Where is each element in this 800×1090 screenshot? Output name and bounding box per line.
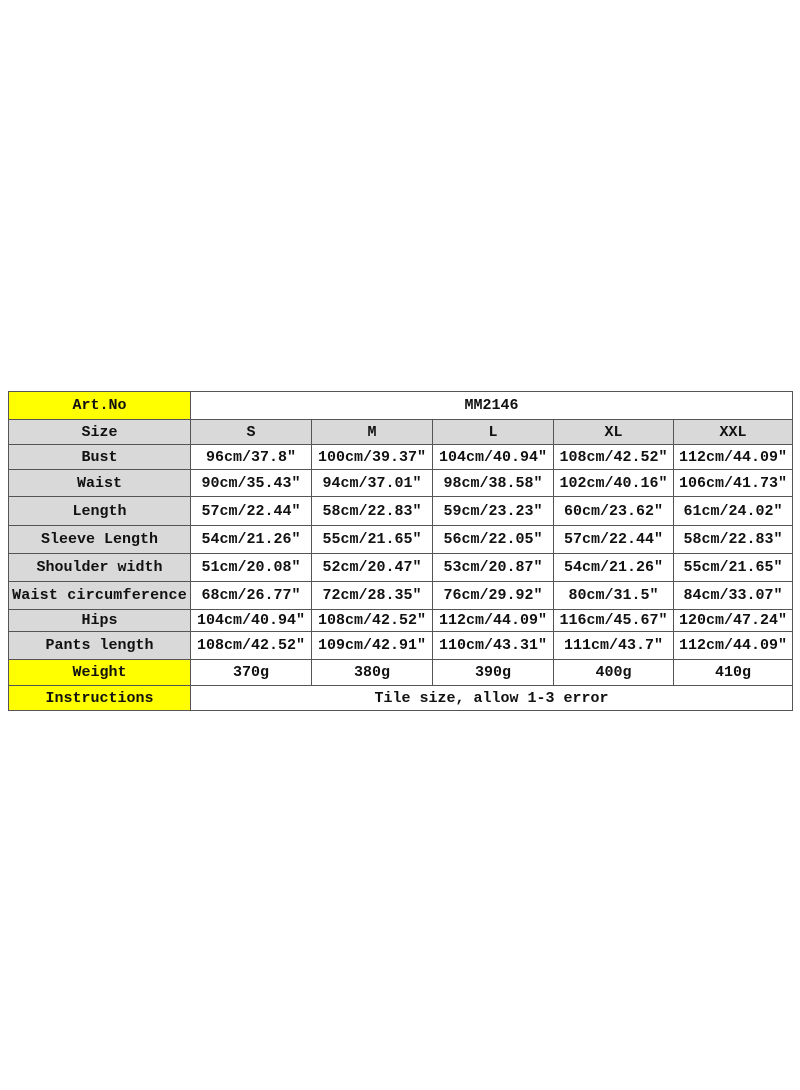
- weight-cell: 370g: [190, 659, 312, 686]
- art-no-value: MM2146: [189, 391, 794, 420]
- row-label: Sleeve Length: [8, 525, 191, 554]
- measurement-cell: 56cm/22.05″: [432, 525, 554, 554]
- measurement-cell: 72cm/28.35″: [311, 581, 433, 610]
- instructions-label: Instructions: [8, 685, 191, 711]
- instructions-value: Tile size, allow 1-3 error: [189, 685, 794, 711]
- measurement-row: Bust 96cm/37.8″ 100cm/39.37″ 104cm/40.94″ 10…: [8, 444, 794, 470]
- weight-cell: 390g: [432, 659, 554, 686]
- measurement-cell: 61cm/24.02″: [672, 496, 794, 526]
- size-chart-table: Art.No MM2146 Size S M L XL XXL Bust 96cm…: [8, 391, 794, 711]
- measurement-cell: 55cm/21.65″: [311, 525, 433, 554]
- measurement-cell: 116cm/45.67″: [553, 609, 674, 632]
- measurement-cell: 102cm/40.16″: [553, 469, 674, 497]
- measurement-cell: 98cm/38.58″: [432, 469, 554, 497]
- measurement-cell: 112cm/44.09″: [672, 444, 794, 470]
- measurement-cell: 80cm/31.5″: [553, 581, 674, 610]
- row-label: Waist circumference: [8, 581, 191, 610]
- weight-cell: 410g: [672, 659, 794, 686]
- instructions-row: Instructions Tile size, allow 1-3 error: [8, 685, 794, 711]
- measurement-cell: 54cm/21.26″: [553, 553, 674, 582]
- measurement-cell: 76cm/29.92″: [432, 581, 554, 610]
- measurement-cell: 100cm/39.37″: [311, 444, 433, 470]
- weight-cell: 380g: [311, 659, 433, 686]
- art-no-row: Art.No MM2146: [8, 391, 794, 420]
- measurement-cell: 53cm/20.87″: [432, 553, 554, 582]
- measurement-row: Hips 104cm/40.94″ 108cm/42.52″ 112cm/44.09″…: [8, 609, 794, 632]
- measurement-cell: 84cm/33.07″: [672, 581, 794, 610]
- measurement-cell: 58cm/22.83″: [311, 496, 433, 526]
- measurement-cell: 106cm/41.73″: [672, 469, 794, 497]
- measurement-cell: 54cm/21.26″: [190, 525, 312, 554]
- measurement-row: Sleeve Length 54cm/21.26″ 55cm/21.65″ 56cm/…: [8, 525, 794, 554]
- size-header: S: [190, 419, 312, 445]
- size-header: L: [432, 419, 554, 445]
- weight-cell: 400g: [553, 659, 674, 686]
- row-label: Waist: [8, 469, 191, 497]
- measurement-cell: 52cm/20.47″: [311, 553, 433, 582]
- size-header: XL: [553, 419, 674, 445]
- row-label: Length: [8, 496, 191, 526]
- row-label: Bust: [8, 444, 191, 470]
- weight-label: Weight: [8, 659, 191, 686]
- measurement-cell: 104cm/40.94″: [190, 609, 312, 632]
- measurement-cell: 120cm/47.24″: [672, 609, 794, 632]
- size-header: XXL: [672, 419, 794, 445]
- measurement-cell: 108cm/42.52″: [190, 631, 312, 660]
- row-label: Hips: [8, 609, 191, 632]
- size-row: Size S M L XL XXL: [8, 419, 794, 445]
- measurement-cell: 109cm/42.91″: [311, 631, 433, 660]
- measurement-row: Pants length 108cm/42.52″ 109cm/42.91″ 110c…: [8, 631, 794, 660]
- measurement-cell: 108cm/42.52″: [311, 609, 433, 632]
- measurement-row: Waist circumference 68cm/26.77″ 72cm/28.35…: [8, 581, 794, 610]
- measurement-cell: 112cm/44.09″: [432, 609, 554, 632]
- measurement-cell: 112cm/44.09″: [672, 631, 794, 660]
- row-label: Pants length: [8, 631, 191, 660]
- measurement-cell: 96cm/37.8″: [190, 444, 312, 470]
- measurement-cell: 58cm/22.83″: [672, 525, 794, 554]
- measurement-cell: 90cm/35.43″: [190, 469, 312, 497]
- measurement-cell: 59cm/23.23″: [432, 496, 554, 526]
- measurement-cell: 68cm/26.77″: [190, 581, 312, 610]
- measurement-row: Waist 90cm/35.43″ 94cm/37.01″ 98cm/38.58″ 10…: [8, 469, 794, 497]
- measurement-cell: 94cm/37.01″: [311, 469, 433, 497]
- measurement-cell: 60cm/23.62″: [553, 496, 674, 526]
- measurement-cell: 104cm/40.94″: [432, 444, 554, 470]
- measurement-cell: 57cm/22.44″: [553, 525, 674, 554]
- measurement-cell: 110cm/43.31″: [432, 631, 554, 660]
- measurement-cell: 57cm/22.44″: [190, 496, 312, 526]
- weight-row: Weight 370g 380g 390g 400g 410g: [8, 659, 794, 686]
- measurement-row: Length 57cm/22.44″ 58cm/22.83″ 59cm/23.23″ 6…: [8, 496, 794, 526]
- measurement-row: Shoulder width 51cm/20.08″ 52cm/20.47″ 53cm…: [8, 553, 794, 582]
- row-label: Shoulder width: [8, 553, 191, 582]
- size-label: Size: [8, 419, 191, 445]
- measurement-cell: 55cm/21.65″: [672, 553, 794, 582]
- art-no-label: Art.No: [8, 391, 191, 420]
- measurement-cell: 111cm/43.7″: [553, 631, 674, 660]
- measurement-cell: 51cm/20.08″: [190, 553, 312, 582]
- size-header: M: [311, 419, 433, 445]
- measurement-cell: 108cm/42.52″: [553, 444, 674, 470]
